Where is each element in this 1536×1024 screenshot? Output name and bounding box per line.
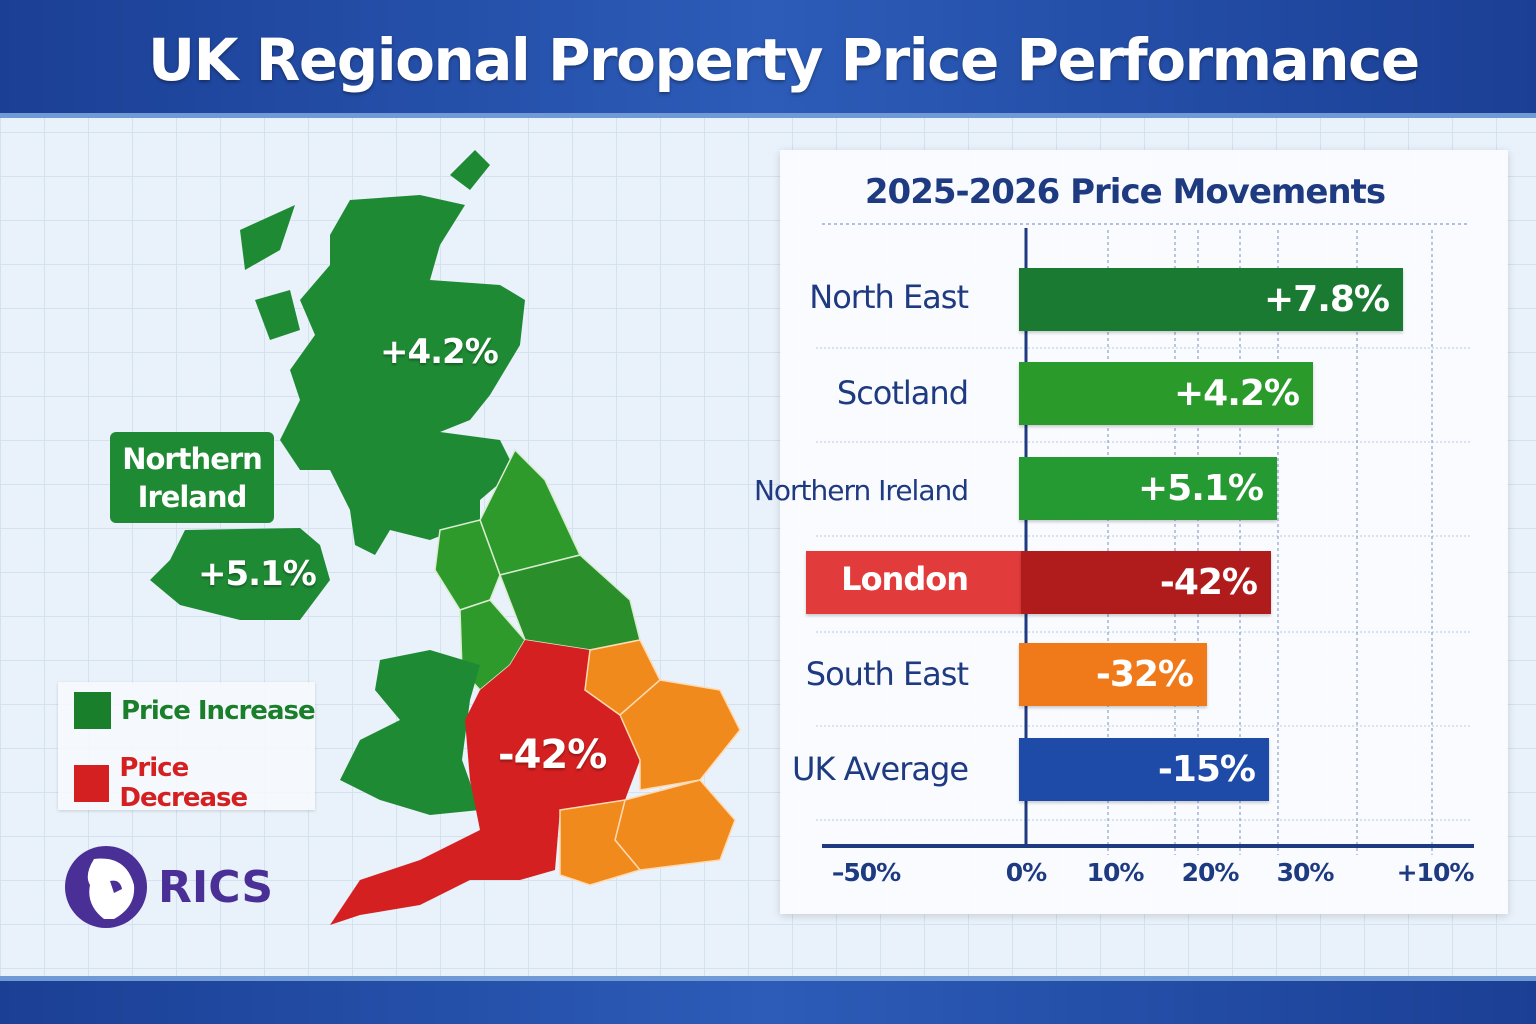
scotland-region	[240, 150, 525, 555]
x-tick-label: 0%	[1005, 858, 1047, 887]
legend-item-decrease: Price Decrease	[74, 753, 315, 813]
bar-data-label: -15%	[1157, 749, 1256, 790]
x-tick-label: +10%	[1396, 858, 1475, 887]
wales-region	[340, 650, 480, 815]
rics-wordmark: RICS	[158, 861, 274, 913]
footer-banner	[0, 976, 1536, 1024]
bar-data-label: +7.8%	[1263, 279, 1390, 320]
legend: Price Increase Price Decrease	[58, 682, 316, 813]
category-label: North East	[809, 278, 969, 316]
category-label: Northern Ireland	[753, 474, 969, 507]
bar: -32%	[1019, 643, 1207, 706]
london-label-highlight	[806, 551, 1022, 614]
header-banner: UK Regional Property Price Performance	[0, 0, 1536, 118]
category-label: South East	[805, 655, 969, 693]
x-tick-label: –50%	[831, 858, 901, 887]
bar-data-label: -42%	[1159, 562, 1258, 603]
bar: -15%	[1019, 738, 1269, 801]
bar: +5.1%	[1019, 457, 1277, 520]
rics-logo: RICS	[64, 845, 273, 929]
bar-data-label: +5.1%	[1137, 468, 1264, 509]
ni-name-line-1: Northern	[122, 442, 263, 476]
ni-name-line-2: Ireland	[137, 480, 248, 514]
bar: -42%	[1021, 551, 1271, 614]
x-tick-label: 30%	[1276, 858, 1335, 887]
midlands-southwest-region	[330, 640, 640, 925]
legend-swatch-red	[74, 764, 110, 802]
uk-map	[150, 150, 741, 925]
chart-title: 2025-2026 Price Movements	[864, 172, 1386, 212]
chart-panel: 2025-2026 Price Movements +7.8% +4.2% +5.1…	[754, 150, 1508, 914]
page-title: UK Regional Property Price Performance	[148, 26, 1420, 94]
bar: +7.8%	[1019, 268, 1403, 331]
legend-item-increase: Price Increase	[74, 692, 316, 729]
scotland-value-label: +4.2%	[380, 332, 499, 372]
legend-label: Price Decrease	[119, 753, 248, 813]
midlands-value-label: -42%	[498, 732, 607, 778]
category-label: UK Average	[792, 750, 969, 788]
category-label: London	[841, 560, 969, 598]
x-tick-label: 10%	[1086, 858, 1145, 887]
legend-label: Price Increase	[121, 695, 316, 726]
northern-england-regions	[434, 448, 641, 692]
bar: +4.2%	[1019, 362, 1313, 425]
bar-data-label: +4.2%	[1173, 373, 1300, 414]
bar-data-label: -32%	[1095, 654, 1194, 695]
ni-value-label: +5.1%	[198, 554, 317, 594]
category-label: Scotland	[836, 374, 969, 412]
x-tick-label: 20%	[1181, 858, 1240, 887]
northern-ireland-callout: Northern Ireland	[110, 432, 274, 523]
south-east-regions	[559, 639, 741, 886]
lion-logo-icon	[65, 846, 147, 928]
northern-ireland-region	[150, 528, 330, 620]
chart-grid	[816, 223, 1474, 855]
legend-swatch-green	[74, 692, 111, 729]
